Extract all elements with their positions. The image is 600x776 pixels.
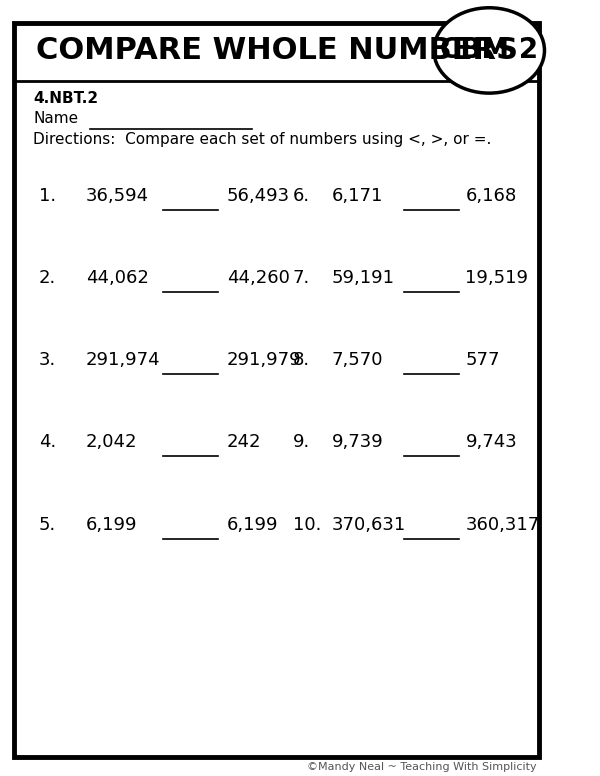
Text: 9,739: 9,739 (332, 433, 383, 452)
Text: Directions:  Compare each set of numbers using <, >, or =.: Directions: Compare each set of numbers … (33, 132, 491, 147)
Text: 9,743: 9,743 (466, 433, 517, 452)
Text: 44,062: 44,062 (86, 268, 149, 287)
Text: 36,594: 36,594 (86, 186, 149, 205)
Text: 59,191: 59,191 (332, 268, 395, 287)
Text: 577: 577 (466, 351, 500, 369)
Text: 6.: 6. (293, 186, 310, 205)
Text: 56,493: 56,493 (227, 186, 290, 205)
Text: 2,042: 2,042 (86, 433, 137, 452)
Text: 6,199: 6,199 (86, 515, 137, 534)
Text: 6,168: 6,168 (466, 186, 517, 205)
Text: 8.: 8. (293, 351, 310, 369)
Ellipse shape (434, 8, 544, 93)
Text: 19,519: 19,519 (466, 268, 529, 287)
Text: 6,171: 6,171 (332, 186, 383, 205)
Text: 5.: 5. (38, 515, 56, 534)
FancyBboxPatch shape (14, 23, 539, 757)
Text: 4.NBT.2: 4.NBT.2 (33, 91, 98, 106)
Text: 6,199: 6,199 (227, 515, 278, 534)
Text: 44,260: 44,260 (227, 268, 290, 287)
Text: 4.: 4. (38, 433, 56, 452)
Text: 242: 242 (227, 433, 261, 452)
Text: 10.: 10. (293, 515, 322, 534)
Text: 370,631: 370,631 (332, 515, 406, 534)
Text: 7,570: 7,570 (332, 351, 383, 369)
Text: 7.: 7. (293, 268, 310, 287)
Text: 291,979: 291,979 (227, 351, 301, 369)
Text: 1.: 1. (38, 186, 56, 205)
Text: ©Mandy Neal ~ Teaching With Simplicity: ©Mandy Neal ~ Teaching With Simplicity (307, 762, 536, 771)
Text: 291,974: 291,974 (86, 351, 160, 369)
Text: COMPARE WHOLE NUMBERS: COMPARE WHOLE NUMBERS (36, 36, 518, 65)
Text: 3.: 3. (38, 351, 56, 369)
Text: 360,317: 360,317 (466, 515, 539, 534)
Text: 2.: 2. (38, 268, 56, 287)
Text: CBM 2: CBM 2 (440, 36, 538, 64)
Text: 9.: 9. (293, 433, 310, 452)
Text: Name: Name (33, 111, 78, 126)
